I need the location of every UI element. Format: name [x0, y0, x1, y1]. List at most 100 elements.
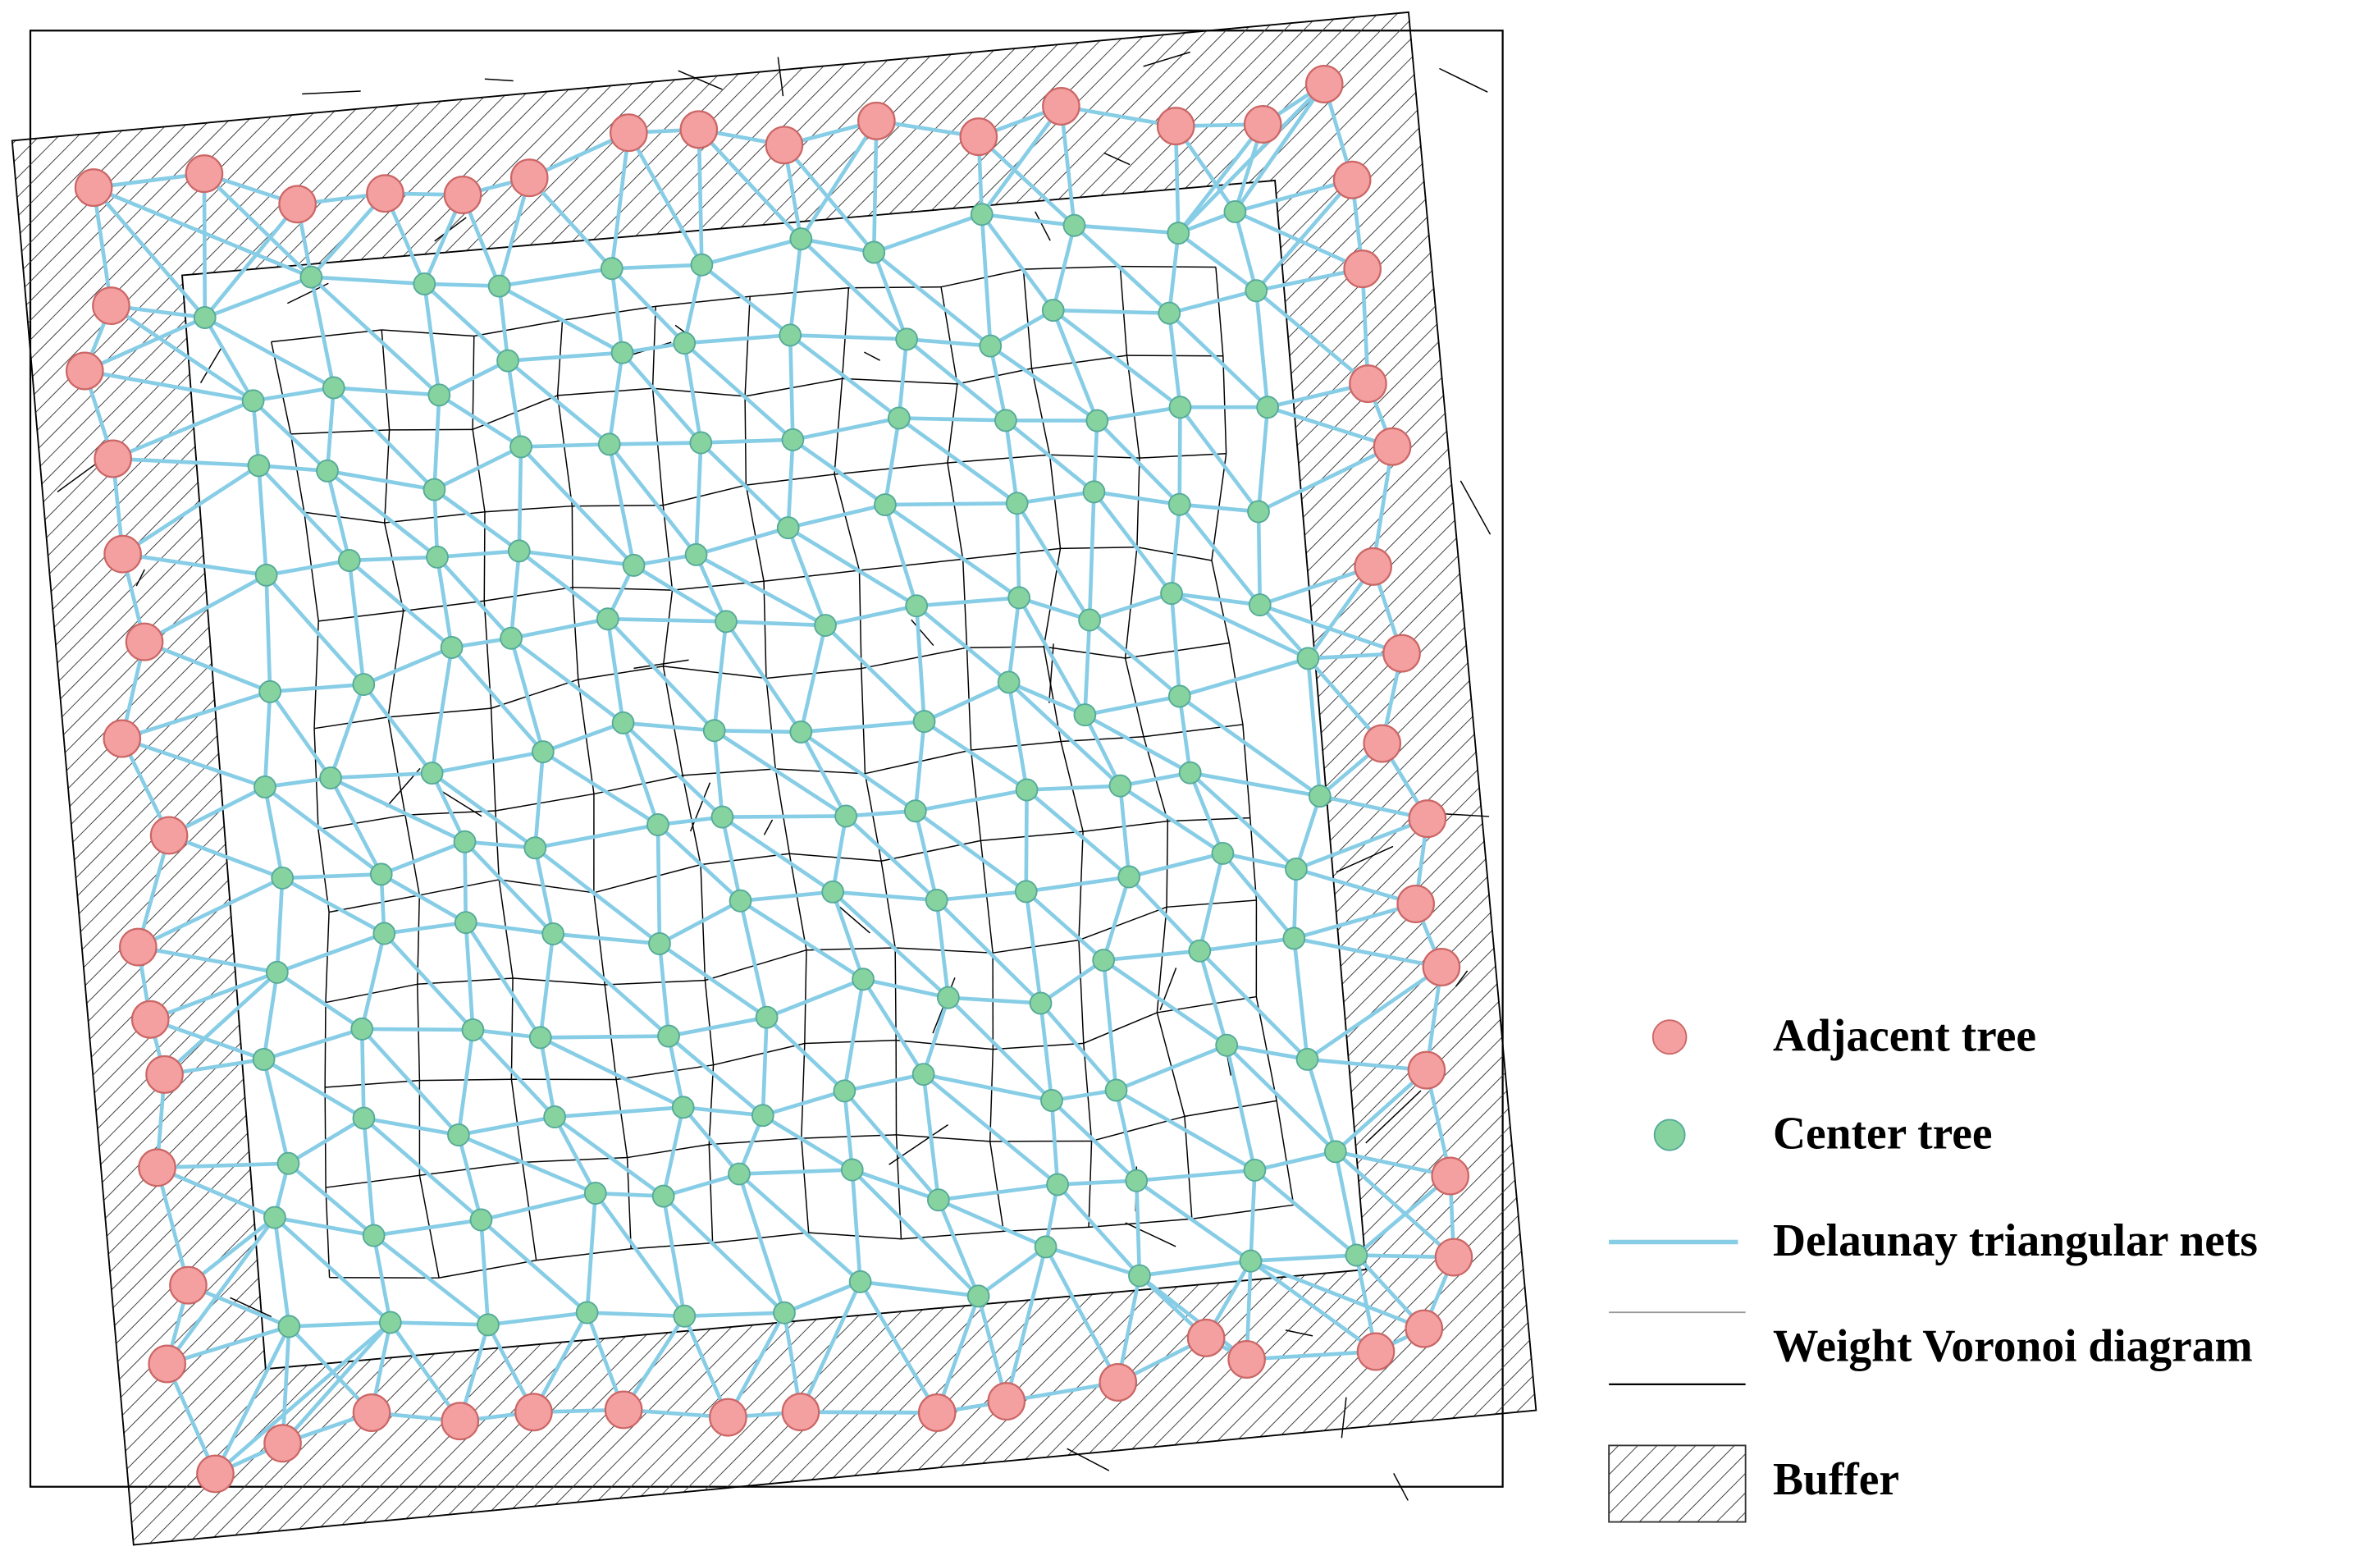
delaunay-edge	[980, 214, 993, 346]
voronoi-edge	[704, 980, 715, 1065]
delaunay-edge	[862, 977, 949, 1000]
delaunay-edge	[362, 1027, 473, 1032]
delaunay-edge	[627, 131, 704, 266]
delaunay-edge	[263, 1057, 365, 1120]
legend: Adjacent tree Center tree Delaunay trian…	[1608, 1010, 2258, 1523]
delaunay-edge	[1167, 232, 1181, 313]
voronoi-edge	[993, 1042, 1084, 1050]
delaunay-edge	[1295, 817, 1428, 872]
voronoi-edge	[1023, 265, 1121, 270]
adjacent-tree	[1156, 107, 1195, 146]
adjacent-tree	[138, 1148, 176, 1187]
voronoi-edge	[804, 949, 807, 1044]
adjacent-tree	[103, 719, 142, 758]
delaunay-edge	[884, 503, 1021, 600]
voronoi-edge	[744, 296, 751, 396]
center-tree	[454, 911, 477, 935]
voronoi-edge	[1035, 211, 1051, 241]
delaunay-edge	[328, 684, 366, 779]
delaunay-edge	[607, 616, 727, 624]
center-tree	[1168, 396, 1192, 419]
delaunay-edge	[792, 416, 900, 442]
delaunay-edge	[1136, 1168, 1255, 1183]
delaunay-edge	[1249, 1259, 1377, 1353]
center-tree	[1078, 608, 1101, 632]
delaunay-edge	[538, 1036, 557, 1118]
voronoi-edge	[1088, 1218, 1192, 1228]
center-tree	[1178, 761, 1202, 785]
voronoi-edge	[324, 1087, 327, 1188]
delaunay-edge	[263, 786, 285, 879]
voronoi-edge	[313, 620, 319, 729]
delaunay-edge	[1083, 620, 1092, 716]
delaunay-edge	[1256, 511, 1263, 606]
delaunay-edge	[1120, 771, 1191, 788]
voronoi-edge	[495, 793, 595, 812]
delaunay-edge	[1127, 875, 1201, 953]
center-tree	[263, 1206, 286, 1229]
delaunay-edge	[424, 281, 500, 288]
delaunay-edge	[347, 560, 366, 685]
delaunay-edge	[947, 995, 1053, 1102]
delaunay-edge	[309, 275, 441, 397]
delaunay-edge	[509, 638, 546, 753]
adjacent-tree	[1356, 1332, 1396, 1371]
center-tree	[852, 968, 875, 991]
voronoi-edge	[1439, 67, 1488, 93]
delaunay-edge	[534, 822, 659, 850]
voronoi-edge	[1143, 51, 1190, 67]
delaunay-edge	[1095, 419, 1181, 506]
center-tree	[487, 274, 511, 298]
adjacent-tree	[514, 1393, 553, 1432]
voronoi-edge	[417, 977, 514, 986]
center-tree	[911, 1063, 935, 1087]
delaunay-edge	[1293, 936, 1442, 969]
delaunay-edge	[1335, 1150, 1451, 1178]
delaunay-edge	[1259, 602, 1403, 656]
delaunay-edge	[684, 1311, 785, 1319]
voronoi-edge	[230, 1297, 272, 1318]
delaunay-edge	[518, 549, 610, 621]
delaunay-edge	[257, 465, 268, 575]
delaunay-edge	[274, 1215, 375, 1238]
center-tree	[937, 986, 960, 1009]
voronoi-edge	[434, 217, 467, 242]
delaunay-edge	[464, 840, 536, 850]
center-tree	[1295, 1047, 1319, 1071]
center-tree	[277, 1315, 301, 1338]
center-tree	[751, 1104, 774, 1128]
delaunay-edge	[289, 1320, 391, 1329]
voronoi-edge	[1156, 1012, 1185, 1117]
voronoi-edge	[663, 666, 767, 679]
delaunay-edge	[720, 817, 742, 902]
center-tree	[1296, 647, 1320, 670]
voronoi-edge	[484, 78, 514, 82]
delaunay-edge	[390, 1320, 488, 1327]
delaunay-edge	[1292, 938, 1309, 1060]
delaunay-edge	[935, 899, 1043, 1005]
voronoi-edge	[848, 286, 942, 289]
delaunay-edge	[712, 730, 724, 817]
voronoi-edge	[556, 395, 573, 506]
delaunay-edge	[916, 596, 1020, 608]
center-tree	[1243, 1158, 1267, 1182]
delaunay-edge	[1169, 504, 1182, 594]
delaunay-edge	[883, 504, 919, 606]
center-tree	[1223, 199, 1247, 223]
adjacent-tree	[278, 185, 317, 224]
delaunay-edge	[309, 277, 336, 388]
adjacent-tree	[1408, 799, 1447, 839]
delaunay-edge	[275, 877, 285, 973]
delaunay-edge	[981, 212, 1075, 228]
delaunay-edge	[362, 1116, 482, 1222]
voronoi-edge	[1184, 1100, 1277, 1118]
adjacent-tree	[709, 1398, 747, 1437]
delaunay-edge	[738, 900, 769, 1018]
delaunay-edge	[1234, 177, 1353, 214]
delaunay-edge	[91, 187, 113, 306]
adjacent-tree	[610, 113, 648, 153]
delaunay-edge	[722, 814, 847, 819]
center-tree	[1085, 409, 1109, 432]
voronoi-edge	[1184, 1116, 1193, 1219]
delaunay-edge	[724, 620, 803, 734]
